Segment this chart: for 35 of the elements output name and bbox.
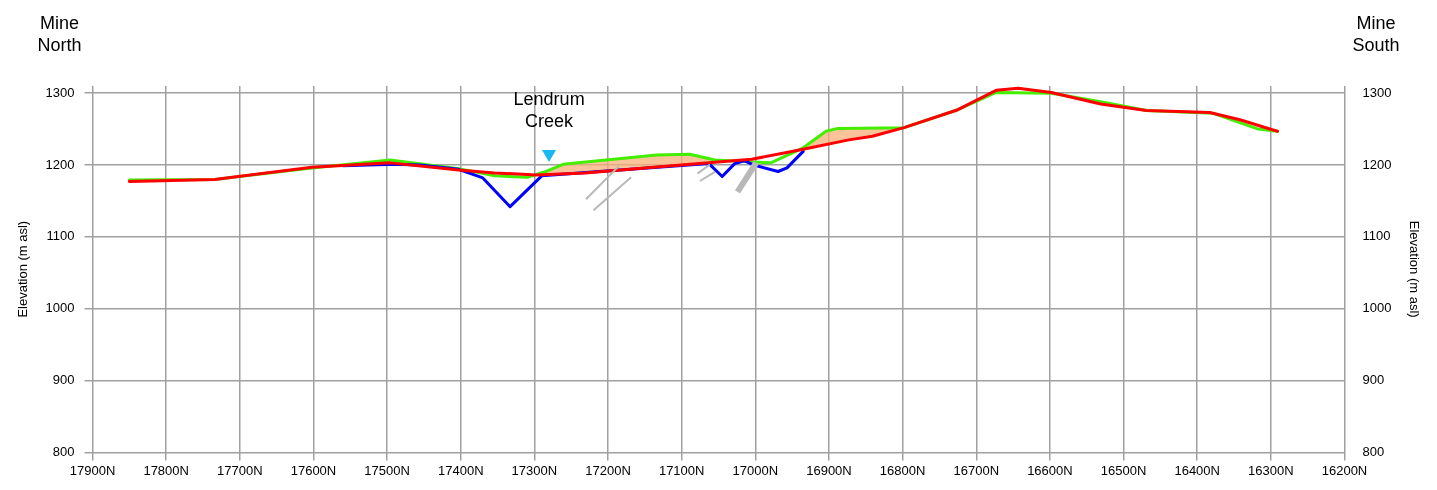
x-tick-label: 17300N <box>511 462 558 478</box>
y2-tick-label: 1000 <box>1362 300 1392 316</box>
x-tick-label: 17800N <box>143 462 189 478</box>
y2-tick-label: 1100 <box>1362 228 1391 244</box>
x-tick-label: 17900N <box>69 462 116 478</box>
x-tick-label: 17700N <box>217 462 263 478</box>
x-tick-label: 16400N <box>1174 462 1220 478</box>
x-tick-label: 16900N <box>806 462 852 478</box>
y2-axis-title: Elevation (m asl) <box>1406 220 1422 318</box>
y2-tick-label: 800 <box>1362 443 1385 459</box>
x-tick-label: 17500N <box>364 462 410 478</box>
text: Mine South <box>1352 12 1400 56</box>
y-tick-label: 800 <box>52 443 75 459</box>
x-tick-label: 17600N <box>290 462 337 478</box>
text: Mine North <box>37 12 82 56</box>
y2-tick-label: 1300 <box>1362 84 1392 100</box>
y-tick-label: 1000 <box>45 300 75 316</box>
x-tick-label: 16600N <box>1027 462 1073 478</box>
y2-tick-label: 900 <box>1362 372 1385 388</box>
x-tick-label: 16200N <box>1321 462 1368 478</box>
x-tick-label: 17400N <box>437 462 484 478</box>
x-tick-label: 17000N <box>732 462 779 478</box>
y-tick-label: 1300 <box>45 84 75 100</box>
y-axis-title: Elevation (m asl) <box>15 220 31 318</box>
x-tick-label: 16500N <box>1100 462 1147 478</box>
y-tick-label: 1100 <box>46 228 75 244</box>
y2-tick-label: 1200 <box>1362 156 1392 172</box>
x-tick-label: 17100N <box>658 462 705 478</box>
x-tick-label: 17200N <box>585 462 631 478</box>
x-tick-label: 16300N <box>1248 462 1294 478</box>
x-tick-label: 16700N <box>953 462 1000 478</box>
x-tick-label: 16800N <box>879 462 926 478</box>
y-tick-label: 1200 <box>45 156 75 172</box>
y-tick-label: 900 <box>52 372 75 388</box>
annotation: Lendrum Creek <box>512 87 586 132</box>
